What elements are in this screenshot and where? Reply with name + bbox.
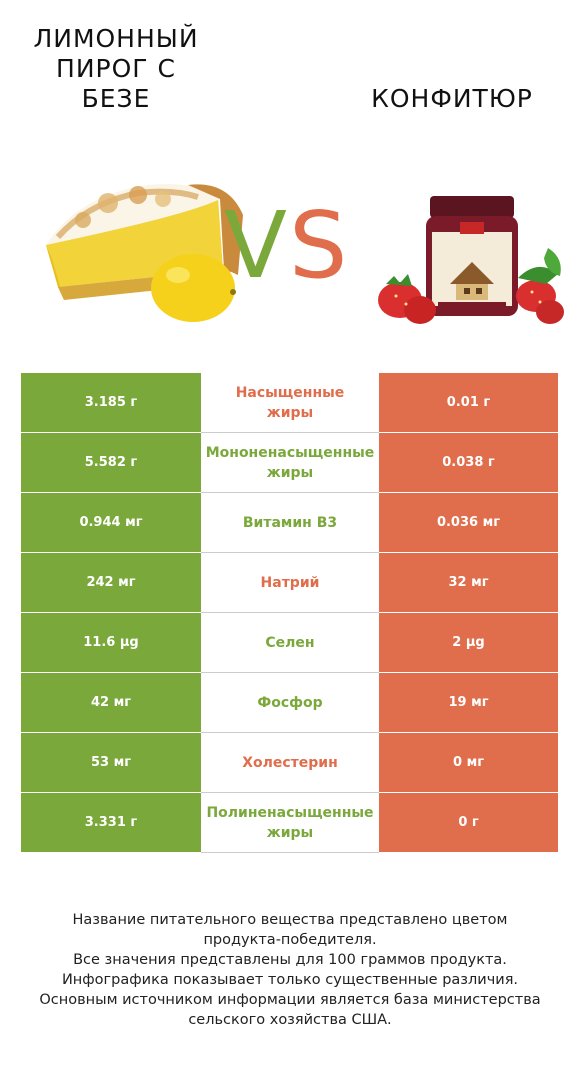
nutrient-name-line: Насыщенные <box>235 384 345 401</box>
row-divider <box>201 552 379 553</box>
left-value-cell: 42 мг <box>21 673 201 732</box>
nutrient-name: Насыщенные жиры <box>201 373 379 432</box>
left-value-cell: 0.944 мг <box>21 493 201 552</box>
nutrient-name-line: Фосфор <box>257 694 323 711</box>
right-product-title: КОНФИТЮР <box>371 84 533 113</box>
vs-label: VS <box>224 196 349 296</box>
footer-line: Инфографика показывает только существенн… <box>61 972 519 988</box>
left-title-line: БЕЗЕ <box>81 84 151 113</box>
left-title-line: ЛИМОННЫЙ <box>33 24 199 53</box>
footer-line: Все значения представлены для 100 граммо… <box>73 952 507 968</box>
nutrient-name-line: жиры <box>266 464 314 481</box>
left-value-cell: 3.185 г <box>21 373 201 432</box>
row-divider <box>201 852 379 853</box>
nutrient-name: Селен <box>201 613 379 672</box>
nutrient-name-line: Мононенасыщенные <box>205 444 375 461</box>
left-value-cell: 11.6 µg <box>21 613 201 672</box>
row-divider <box>201 792 379 793</box>
row-divider <box>201 732 379 733</box>
left-value-cell: 5.582 г <box>21 433 201 492</box>
nutrient-name: Холестерин <box>201 733 379 792</box>
row-divider <box>201 672 379 673</box>
row-divider <box>201 612 379 613</box>
row-divider <box>201 492 379 493</box>
nutrient-name-line: Холестерин <box>242 754 338 771</box>
table-row: 242 мг Натрий 32 мг <box>21 553 558 613</box>
table-row: 5.582 г Мононенасыщенные жиры 0.038 г <box>21 433 558 493</box>
right-value-cell: 32 мг <box>379 553 558 612</box>
left-value-cell: 242 мг <box>21 553 201 612</box>
right-value-cell: 0.038 г <box>379 433 558 492</box>
left-value-cell: 3.331 г <box>21 793 201 852</box>
jam-jar-with-strawberries-image <box>378 196 564 324</box>
left-product-title: ЛИМОННЫЙ ПИРОГ С БЕЗЕ <box>0 24 232 114</box>
vs-s-letter: S <box>288 192 350 299</box>
nutrient-name: Мононенасыщенные жиры <box>201 433 379 492</box>
right-value-cell: 0 мг <box>379 733 558 792</box>
row-divider <box>201 432 379 433</box>
nutrient-name: Натрий <box>201 553 379 612</box>
nutrient-name-line: Витамин B3 <box>242 514 338 531</box>
left-value-cell: 53 мг <box>21 733 201 792</box>
lemon-meringue-pie-image <box>46 183 243 322</box>
nutrient-name-line: жиры <box>266 404 314 421</box>
right-value-cell: 19 мг <box>379 673 558 732</box>
table-row: 53 мг Холестерин 0 мг <box>21 733 558 793</box>
right-value-cell: 0.036 мг <box>379 493 558 552</box>
footer-note: Название питательного вещества представл… <box>0 910 580 1030</box>
table-row: 0.944 мг Витамин B3 0.036 мг <box>21 493 558 553</box>
footer-line: Основным источником информации является … <box>39 992 541 1008</box>
table-row: 3.331 г Полиненасыщенные жиры 0 г <box>21 793 558 853</box>
nutrient-name: Витамин B3 <box>201 493 379 552</box>
nutrient-name-line: жиры <box>266 824 314 841</box>
left-title-line: ПИРОГ С <box>56 54 176 83</box>
footer-line: продукта-победителя. <box>203 932 377 948</box>
nutrient-name: Полиненасыщенные жиры <box>201 793 379 852</box>
footer-line: Название питательного вещества представл… <box>72 912 508 928</box>
right-value-cell: 0 г <box>379 793 558 852</box>
right-value-cell: 0.01 г <box>379 373 558 432</box>
table-row: 3.185 г Насыщенные жиры 0.01 г <box>21 373 558 433</box>
right-value-cell: 2 µg <box>379 613 558 672</box>
nutrient-name-line: Полиненасыщенные <box>206 804 374 821</box>
footer-line: сельского хозяйства США. <box>188 1012 392 1028</box>
nutrient-name-line: Натрий <box>260 574 320 591</box>
table-row: 42 мг Фосфор 19 мг <box>21 673 558 733</box>
nutrient-name-line: Селен <box>265 634 315 651</box>
comparison-table: 3.185 г Насыщенные жиры 0.01 г 5.582 г М… <box>21 373 558 853</box>
vs-v-letter: V <box>224 192 289 299</box>
table-row: 11.6 µg Селен 2 µg <box>21 613 558 673</box>
nutrient-name: Фосфор <box>201 673 379 732</box>
